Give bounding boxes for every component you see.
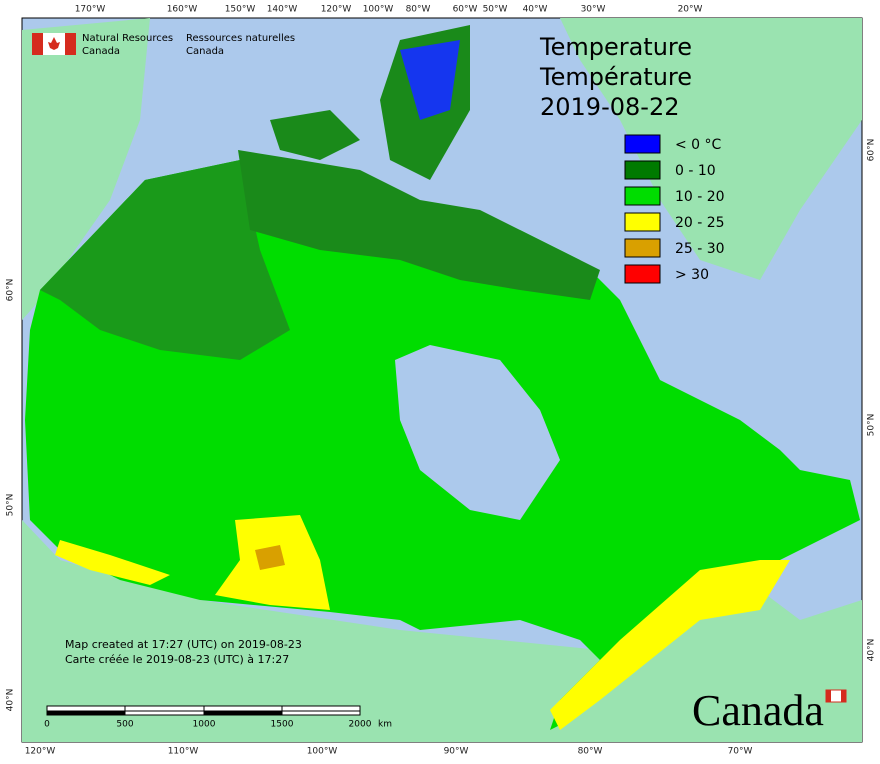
scale-segment: [46, 705, 126, 712]
legend-label: 20 - 25: [675, 215, 725, 231]
graticule-label: 120°W: [321, 5, 352, 15]
title: Temperature: [539, 33, 692, 61]
land: [22, 18, 862, 742]
title: Température: [539, 63, 692, 91]
graticule-label: 110°W: [168, 747, 199, 757]
scale-segment: [281, 705, 361, 712]
credit: Carte créée le 2019-08-23 (UTC) à 17:27: [65, 653, 289, 666]
graticule-label: 100°W: [363, 5, 394, 15]
scale-label: 2000: [349, 720, 372, 730]
scale-segment: [124, 705, 205, 712]
graticule-label: 120°W: [25, 747, 56, 757]
legend-swatch: [624, 212, 661, 232]
flag: [32, 33, 43, 55]
graticule-label: 40°N: [867, 639, 877, 662]
legend-swatch: [624, 160, 661, 180]
scale-segment: [203, 705, 283, 712]
scale-label: 1000: [193, 720, 216, 730]
scale-label: 500: [116, 720, 133, 730]
graticule-label: 60°W: [453, 5, 478, 15]
graticule-label: 140°W: [267, 5, 298, 15]
legend-swatch: [624, 264, 661, 284]
legend-label: 0 - 10: [675, 163, 716, 179]
graticule-label: 170°W: [75, 5, 106, 15]
legend-label: 25 - 30: [675, 241, 725, 257]
legend-swatch: [624, 134, 661, 154]
graticule-label: 20°W: [678, 5, 703, 15]
agency-fr: Ressources naturelles: [186, 33, 295, 44]
graticule-label: 60°N: [867, 139, 877, 162]
scale-segment: [124, 710, 205, 716]
agency-en: Natural Resources: [82, 33, 173, 44]
scale-segment: [203, 710, 283, 716]
title: 2019-08-22: [540, 93, 679, 121]
graticule-label: 60°N: [6, 279, 16, 302]
graticule-label: 100°W: [307, 747, 338, 757]
legend-swatch: [624, 186, 661, 206]
graticule-label: 40°W: [523, 5, 548, 15]
flag: [65, 33, 76, 55]
wordmark-flag: [841, 690, 846, 702]
graticule-label: 150°W: [225, 5, 256, 15]
legend-label: > 30: [675, 267, 709, 283]
legend-label: < 0 °C: [675, 137, 722, 153]
scale-segment: [46, 710, 126, 716]
credit: Map created at 17:27 (UTC) on 2019-08-23: [65, 638, 302, 651]
scale-label: 0: [44, 720, 50, 730]
agency-fr: Canada: [186, 46, 224, 57]
scale-unit: km: [378, 720, 392, 730]
scale-segment: [281, 710, 361, 716]
graticule-label: 50°N: [6, 494, 16, 517]
graticule-label: 80°W: [578, 747, 603, 757]
scale-label: 1500: [271, 720, 294, 730]
legend-swatch: [624, 238, 661, 258]
graticule-label: 50°W: [483, 5, 508, 15]
wordmark: Canada: [692, 686, 824, 735]
graticule-label: 30°W: [581, 5, 606, 15]
graticule-label: 90°W: [444, 747, 469, 757]
agency-en: Canada: [82, 46, 120, 57]
graticule-label: 40°N: [6, 689, 16, 712]
graticule-label: 80°W: [406, 5, 431, 15]
flag: [48, 37, 60, 50]
graticule-label: 50°N: [867, 414, 877, 437]
wordmark-flag: [826, 690, 831, 702]
legend-label: 10 - 20: [675, 189, 725, 205]
graticule-label: 160°W: [167, 5, 198, 15]
graticule-label: 70°W: [728, 747, 753, 757]
